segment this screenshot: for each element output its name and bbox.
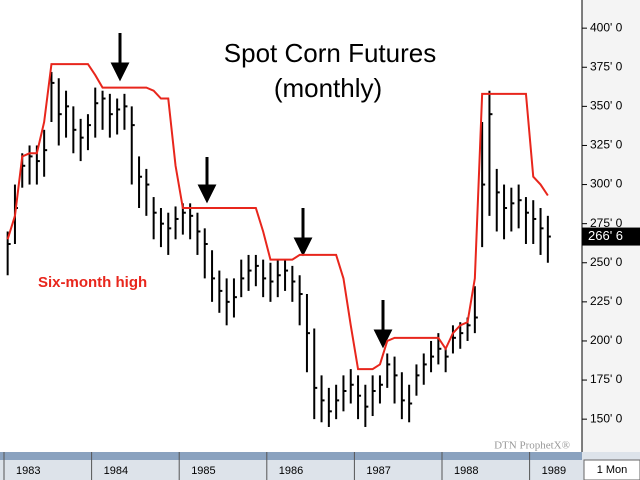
arrow-head: [373, 329, 393, 349]
arrows: [110, 33, 393, 349]
x-tick-label: 1984: [104, 465, 128, 477]
x-tick-label: 1987: [366, 465, 390, 477]
period-label: 1 Mon: [597, 464, 628, 476]
six-month-high-line: [6, 63, 549, 371]
y-tick-label: 375' 0: [590, 59, 623, 73]
arrow-head: [197, 184, 217, 204]
arrow-head: [293, 237, 313, 257]
y-tick-label: 250' 0: [590, 255, 623, 269]
arrow-head: [110, 62, 130, 82]
last-price-box: [582, 227, 640, 246]
y-tick-label: 400' 0: [590, 20, 623, 34]
y-tick-label: 350' 0: [590, 99, 623, 113]
x-tick-label: 1985: [191, 465, 215, 477]
x-tick-label: 1989: [542, 465, 566, 477]
y-tick-label: 200' 0: [590, 333, 623, 347]
y-tick-label: 175' 0: [590, 372, 623, 386]
y-tick-label: 325' 0: [590, 138, 623, 152]
line-annotation: Six-month high: [38, 274, 147, 291]
last-price-label: 266' 6: [588, 228, 623, 243]
time-axis-strip: [0, 452, 582, 460]
chart-title: Spot Corn Futures: [224, 38, 436, 68]
y-tick-label: 225' 0: [590, 294, 623, 308]
y-tick-label: 275' 0: [590, 216, 623, 230]
chart-subtitle: (monthly): [274, 73, 382, 103]
axis-panel: [582, 0, 640, 452]
x-tick-label: 1988: [454, 465, 478, 477]
y-tick-label: 150' 0: [590, 411, 623, 425]
x-tick-label: 1986: [279, 465, 303, 477]
watermark: DTN ProphetX®: [494, 440, 570, 452]
x-tick-label: 1983: [16, 465, 40, 477]
period-box: [583, 459, 640, 480]
y-tick-label: 300' 0: [590, 177, 623, 191]
